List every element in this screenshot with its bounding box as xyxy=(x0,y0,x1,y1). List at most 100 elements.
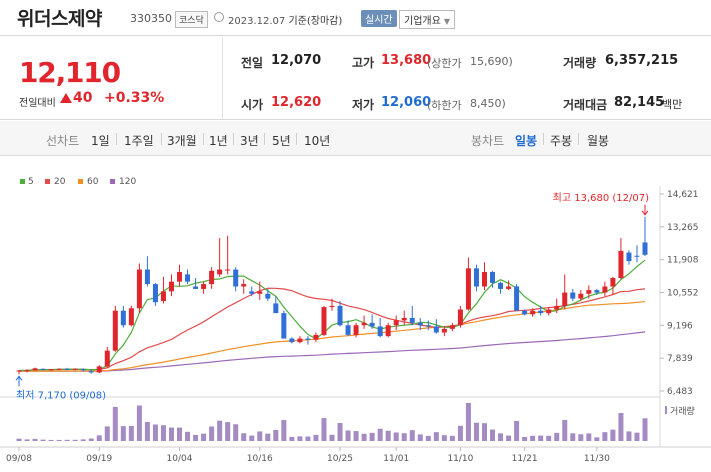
volume-bar xyxy=(490,429,496,441)
volume-bar xyxy=(481,423,487,441)
realtime-button[interactable]: 실시간 xyxy=(361,10,397,27)
candle-body xyxy=(305,338,311,340)
volume-bar xyxy=(546,435,552,441)
volume-bar xyxy=(457,425,463,441)
x-tick-label: 10/04 xyxy=(167,454,193,464)
candle-body xyxy=(449,325,455,329)
tab-1d[interactable]: 1일 xyxy=(91,134,110,148)
volume-bar xyxy=(425,435,431,441)
volume-bar xyxy=(128,426,134,441)
upper-limit-label: (상한가 xyxy=(427,57,462,70)
volume-bar xyxy=(297,436,303,441)
candle-body xyxy=(506,286,512,289)
candle-body xyxy=(546,309,552,314)
candle-body xyxy=(554,305,560,310)
volume-bar xyxy=(361,433,367,441)
volume-bar xyxy=(465,403,471,441)
candle-body xyxy=(642,242,648,255)
divider xyxy=(233,133,234,145)
candle-body xyxy=(289,338,295,343)
volume-bar xyxy=(530,435,536,441)
volume-bar xyxy=(112,406,118,441)
tab-3m[interactable]: 3개월 xyxy=(167,134,197,148)
candle-chart-label: 봉차트 xyxy=(471,134,505,148)
candle-body xyxy=(168,281,174,292)
volume-bar xyxy=(602,432,608,441)
candle-body xyxy=(233,269,239,287)
volume-bar xyxy=(305,436,311,441)
volume-bar xyxy=(136,405,142,441)
volume-bar xyxy=(281,419,287,441)
candle-body xyxy=(24,370,30,372)
volume-bar xyxy=(570,433,576,441)
y-tick-label: 14,621 xyxy=(667,190,699,200)
volume-bar xyxy=(377,428,383,441)
divider xyxy=(203,133,204,145)
volume-bar xyxy=(538,435,544,441)
volume-bar xyxy=(160,425,166,441)
tab-monthly[interactable]: 월봉 xyxy=(587,134,610,148)
amount-value: 82,145 xyxy=(614,95,665,110)
candle-body xyxy=(16,370,22,372)
volume-bar xyxy=(168,427,174,441)
volume-bar xyxy=(393,432,399,441)
price-chart[interactable]: 14,621 13,265 11,908 10,552 9,196 7,839 6,483 0… xyxy=(0,156,711,472)
volume-bar xyxy=(24,439,30,441)
y-tick-label: 11,908 xyxy=(667,256,699,266)
tab-daily[interactable]: 일봉 xyxy=(515,134,538,148)
candle-body xyxy=(72,368,78,370)
lower-limit-value: 8,450) xyxy=(470,97,506,110)
tab-1y[interactable]: 1년 xyxy=(209,134,228,148)
candle-body xyxy=(48,369,54,371)
tab-3y[interactable]: 3년 xyxy=(240,134,259,148)
company-overview-dropdown[interactable]: 기업개요 ▼ xyxy=(399,10,455,29)
volume-bar xyxy=(257,431,263,441)
y-tick-label: 6,483 xyxy=(667,387,693,397)
current-price: 12,110 xyxy=(19,56,121,89)
volume-bar xyxy=(16,438,22,441)
tab-10y[interactable]: 10년 xyxy=(304,134,331,148)
volume-bar xyxy=(120,426,126,441)
candle-body xyxy=(313,334,319,340)
candle-body xyxy=(273,303,279,314)
divider xyxy=(222,37,223,120)
min-marker-arrow xyxy=(15,375,23,381)
stock-header: 위더스제약 330350 코스닥 2023.12.07 기준(장마감) 실시간 … xyxy=(0,0,711,36)
open-value: 12,620 xyxy=(271,95,322,110)
candle-body xyxy=(88,371,94,373)
volume-bar xyxy=(473,422,479,441)
volume-bar xyxy=(433,432,439,441)
y-tick-label: 9,196 xyxy=(667,321,693,331)
change-percent: +0.33% xyxy=(104,90,165,106)
candle-body xyxy=(265,293,271,299)
chevron-down-icon: ▼ xyxy=(443,17,450,26)
candle-body xyxy=(490,271,496,283)
candle-body xyxy=(40,368,46,370)
volume-bar xyxy=(417,434,423,441)
tab-1w[interactable]: 1주일 xyxy=(124,134,154,148)
volume-bar xyxy=(209,426,215,441)
volume-bar xyxy=(626,431,632,441)
high-value: 13,680 xyxy=(381,53,432,68)
legend-swatch-ma5 xyxy=(20,179,25,184)
change-label: 전일대비 xyxy=(19,98,56,109)
candle-body xyxy=(377,326,383,337)
x-tick-label: 11/10 xyxy=(447,454,473,464)
candle-body xyxy=(160,291,166,302)
volume-bar xyxy=(241,433,247,441)
legend-swatch-ma60 xyxy=(78,179,83,184)
volume-bar xyxy=(201,433,207,441)
x-tick-label: 09/08 xyxy=(6,454,32,464)
tab-weekly[interactable]: 주봉 xyxy=(550,134,573,148)
candle-body xyxy=(457,309,463,326)
volume-bar xyxy=(385,430,391,441)
volume-bar xyxy=(177,427,183,441)
volume-bar xyxy=(273,429,279,441)
tab-5y[interactable]: 5년 xyxy=(272,134,291,148)
volume-bar xyxy=(449,435,455,441)
volume-bar xyxy=(40,439,46,441)
candle-body xyxy=(201,284,207,289)
volume-bar xyxy=(634,432,640,441)
divider xyxy=(578,133,579,145)
divider xyxy=(296,133,297,145)
